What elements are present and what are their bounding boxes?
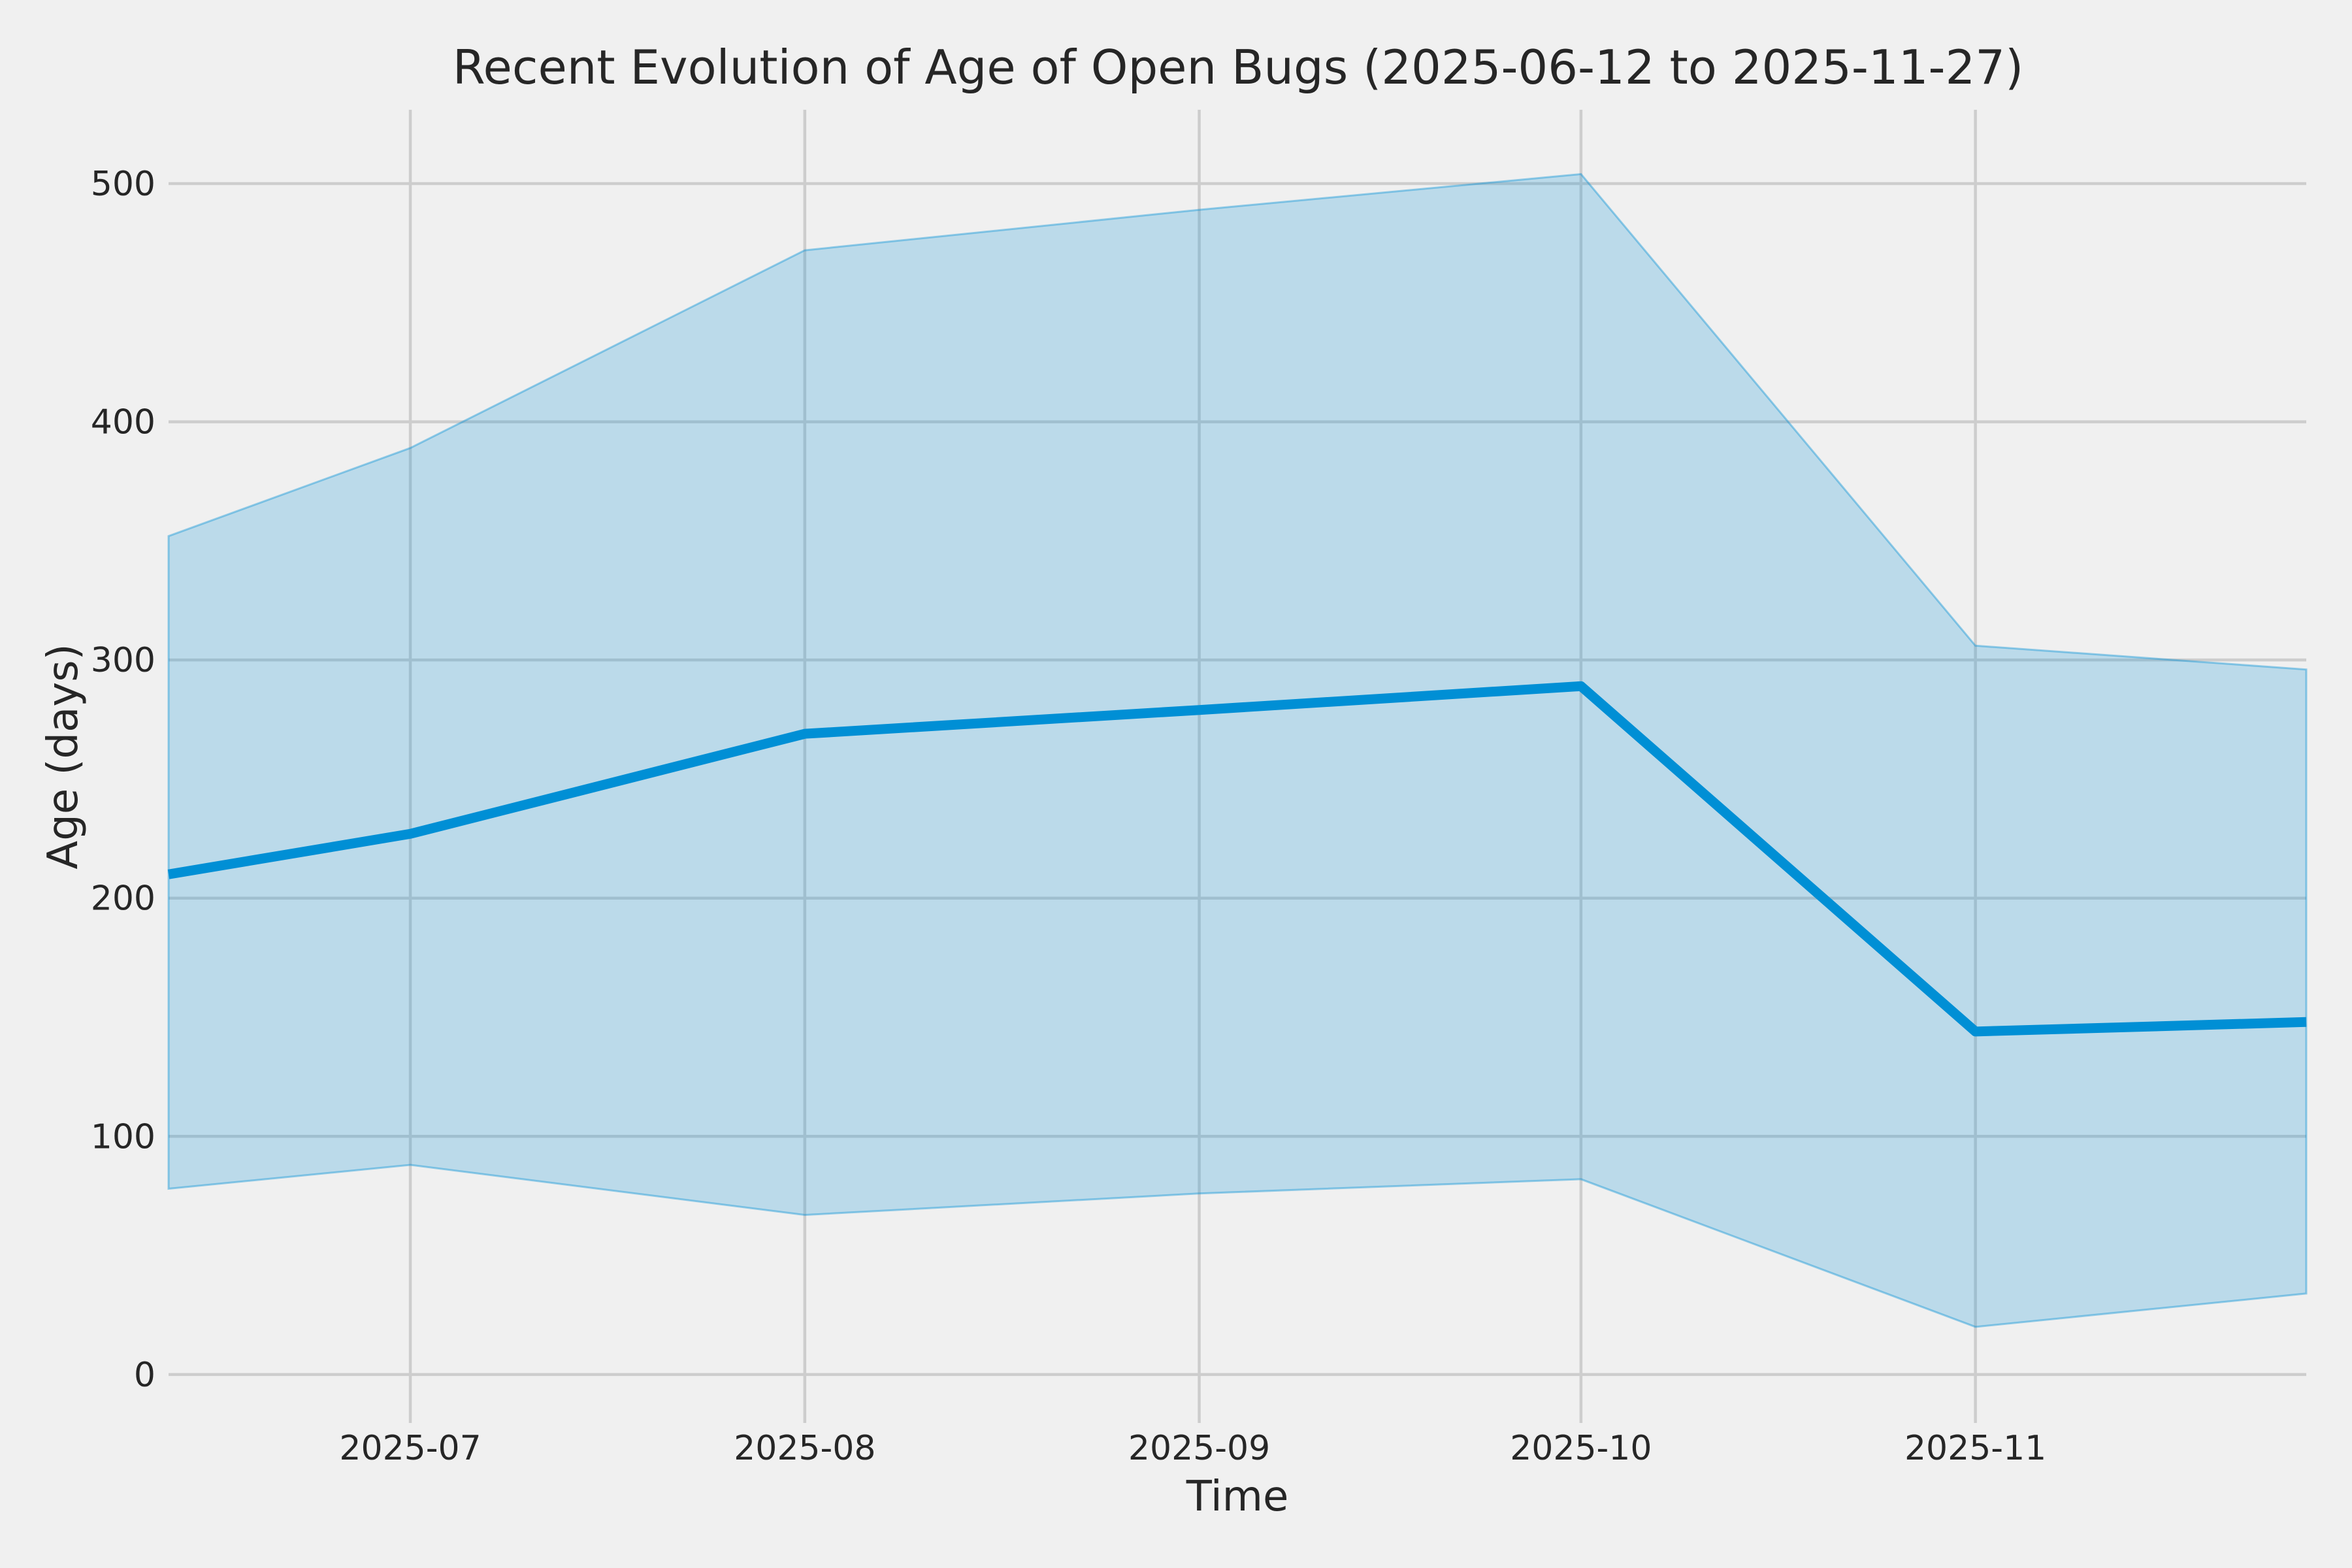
median-line (167, 681, 2307, 1037)
y-axis-label: Age (days) (39, 644, 88, 869)
y-tick-label: 400 (91, 403, 155, 442)
x-axis-tick-labels: 2025-07 2025-08 2025-09 2025-10 2025-11 (339, 1429, 2046, 1468)
horizontal-gridlines (169, 182, 2306, 1377)
y-tick-label: 200 (91, 879, 155, 919)
x-tick-label: 2025-08 (734, 1429, 875, 1468)
y-tick-label: 300 (91, 641, 155, 680)
y-tick-label: 500 (91, 165, 155, 204)
x-tick-label: 2025-11 (1904, 1429, 2046, 1468)
x-tick-label: 2025-10 (1510, 1429, 1652, 1468)
y-tick-label: 100 (91, 1117, 155, 1156)
y-axis-tick-labels: 0 100 200 300 400 500 (91, 165, 155, 1395)
y-tick-label: 0 (134, 1356, 155, 1395)
x-tick-label: 2025-09 (1128, 1429, 1270, 1468)
x-tick-label: 2025-07 (339, 1429, 481, 1468)
chart-title: Recent Evolution of Age of Open Bugs (20… (453, 40, 2023, 95)
uncertainty-band (167, 172, 2308, 1328)
x-axis-label: Time (1186, 1473, 1289, 1521)
vertical-gridlines (408, 110, 1977, 1423)
